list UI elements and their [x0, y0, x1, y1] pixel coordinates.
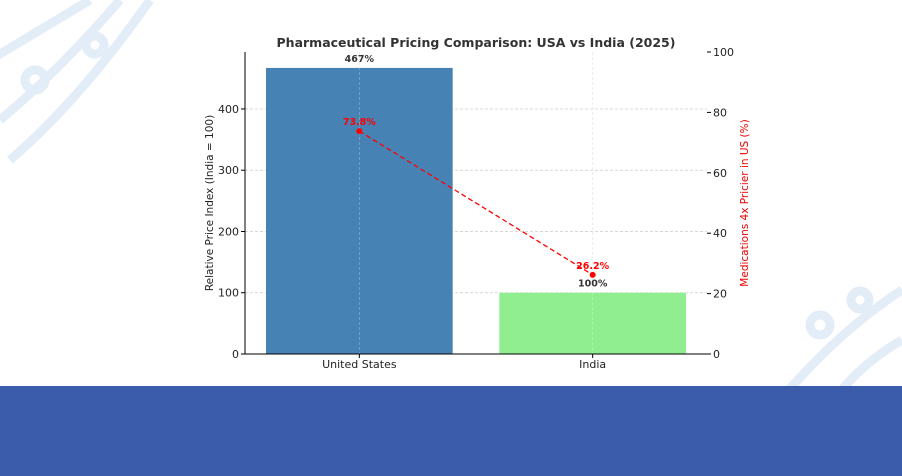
- bar: [266, 67, 453, 355]
- y-tick-label: 0: [232, 348, 239, 361]
- x-tick-label: India: [579, 358, 606, 371]
- y-axis-label: Relative Price Index (India = 100): [204, 115, 216, 291]
- y2-tick-label: 80: [713, 106, 727, 119]
- y2-tick-label: 60: [713, 167, 727, 180]
- y2-tick-label: 20: [713, 288, 727, 301]
- line-point: [589, 271, 596, 278]
- y-tick-label: 200: [218, 225, 239, 238]
- bar-value-label: 100%: [578, 279, 608, 290]
- chart-title: Pharmaceutical Pricing Comparison: USA v…: [277, 35, 676, 50]
- line-value-label: 73.8%: [343, 117, 376, 128]
- bar-value-label: 467%: [345, 54, 375, 65]
- y2-axis-label: Medications 4x Pricier in US (%): [739, 119, 751, 286]
- x-tick-label: United States: [322, 358, 397, 371]
- y-tick-label: 400: [218, 103, 239, 116]
- line-series: [358, 130, 594, 276]
- y-tick-label: 300: [218, 164, 239, 177]
- line-point: [356, 128, 363, 135]
- y2-tick-label: 40: [713, 227, 727, 240]
- line-value-label: 26.2%: [576, 261, 609, 272]
- footer-band: [0, 386, 902, 476]
- y2-tick-label: 100: [713, 46, 734, 59]
- bar: [499, 292, 686, 354]
- y2-tick-label: 0: [713, 348, 720, 361]
- y-tick-label: 100: [218, 287, 239, 300]
